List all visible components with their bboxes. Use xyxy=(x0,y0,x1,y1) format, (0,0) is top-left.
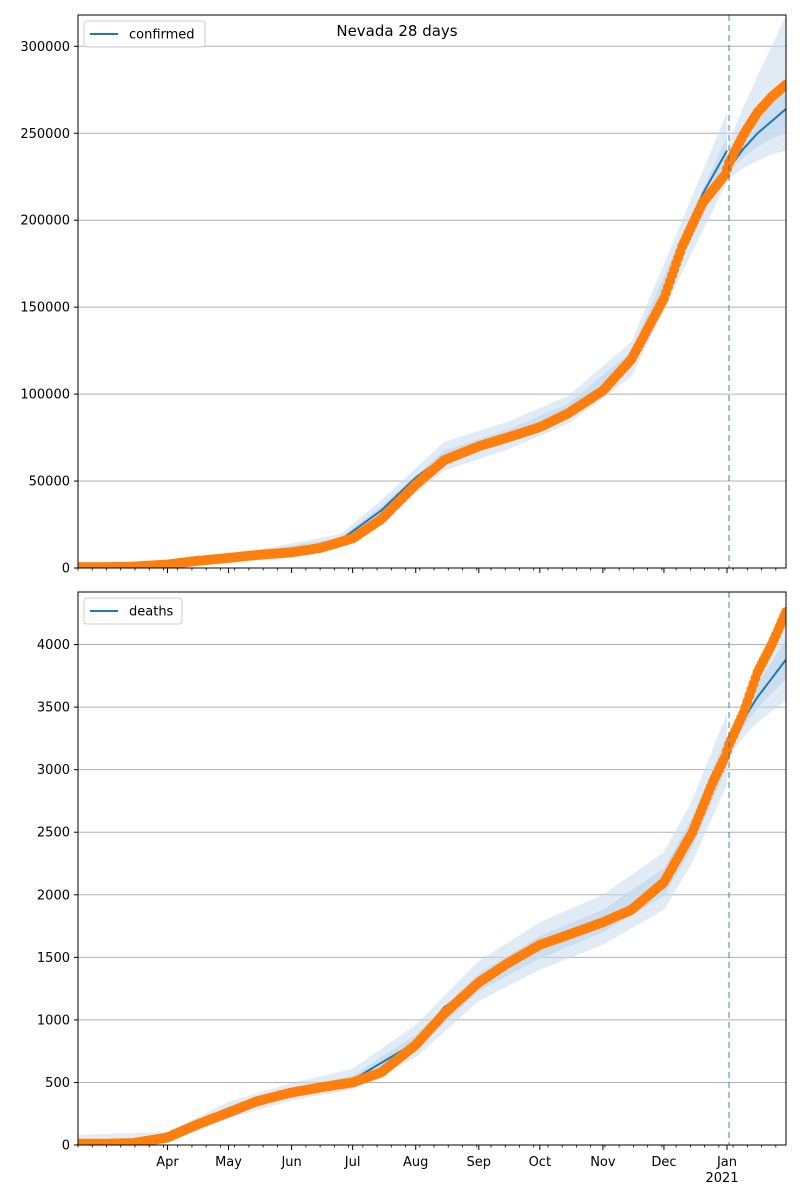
y-tick-label: 3500 xyxy=(37,701,70,716)
y-tick-label: 2000 xyxy=(37,888,70,903)
observed-point xyxy=(781,607,786,617)
y-gridlines xyxy=(78,644,786,1146)
legend-box xyxy=(83,20,206,48)
axes-frame xyxy=(77,591,787,1146)
x-tick-label: May xyxy=(215,1155,242,1170)
y-tick-label: 2500 xyxy=(37,826,70,841)
x-tick-label: Nov xyxy=(590,1155,616,1170)
x-tick-label: Jun xyxy=(280,1155,301,1170)
legend-label: deaths xyxy=(129,605,174,620)
deaths-chart: 0 500 1000 1500 2000 2500 3000 3500 4000 Apr May Ju… xyxy=(37,591,787,1186)
y-tick-label: 500 xyxy=(45,1076,70,1091)
y-tick-label: 3000 xyxy=(37,763,70,778)
forecast-line xyxy=(728,108,786,169)
y-tick-label: 1000 xyxy=(37,1013,70,1028)
legend-label: confirmed xyxy=(129,28,195,43)
y-tick-label: 4000 xyxy=(37,638,70,653)
observed-point xyxy=(781,79,786,90)
confirmed-chart: 0 50000 100000 150000 200000 250000 300000 conf… xyxy=(20,14,787,577)
x-tick-label: Jul xyxy=(344,1155,361,1170)
x-tick-label: Dec xyxy=(651,1155,676,1170)
uncertainty-band-outer xyxy=(78,713,727,1145)
y-tick-label: 300000 xyxy=(20,40,70,55)
y-tick-label: 0 xyxy=(62,1139,70,1154)
axes-frame xyxy=(77,14,787,569)
observed-points xyxy=(78,607,786,1145)
y-tick-label: 1500 xyxy=(37,951,70,966)
y-tick-label: 100000 xyxy=(20,388,70,403)
x-tick-label: Oct xyxy=(529,1155,551,1170)
plot-area xyxy=(78,15,786,568)
legend-box xyxy=(83,597,183,625)
y-axis: 0 50000 100000 150000 200000 250000 300000 xyxy=(20,40,78,577)
plot-area xyxy=(78,607,786,1145)
legend: confirmed xyxy=(83,20,206,48)
y-tick-label: 50000 xyxy=(29,475,70,490)
figure-title: Nevada 28 days xyxy=(336,22,457,40)
model-fit-line xyxy=(78,750,728,1145)
x-tick-label: Sep xyxy=(467,1155,492,1170)
y-tick-label: 0 xyxy=(62,562,70,577)
y-gridlines xyxy=(78,45,786,569)
x-axis xyxy=(77,568,777,573)
x-tick-label: Apr xyxy=(156,1155,179,1170)
y-axis: 0 500 1000 1500 2000 2500 3000 3500 4000 xyxy=(37,638,78,1154)
x-tick-label: Aug xyxy=(403,1155,428,1170)
y-tick-label: 200000 xyxy=(20,214,70,229)
observed-points xyxy=(78,79,786,568)
y-tick-label: 250000 xyxy=(20,127,70,142)
legend: deaths xyxy=(83,597,183,625)
x-year-label: 2021 xyxy=(705,1171,738,1186)
y-tick-label: 150000 xyxy=(20,301,70,316)
x-tick-label: Jan xyxy=(716,1155,737,1170)
